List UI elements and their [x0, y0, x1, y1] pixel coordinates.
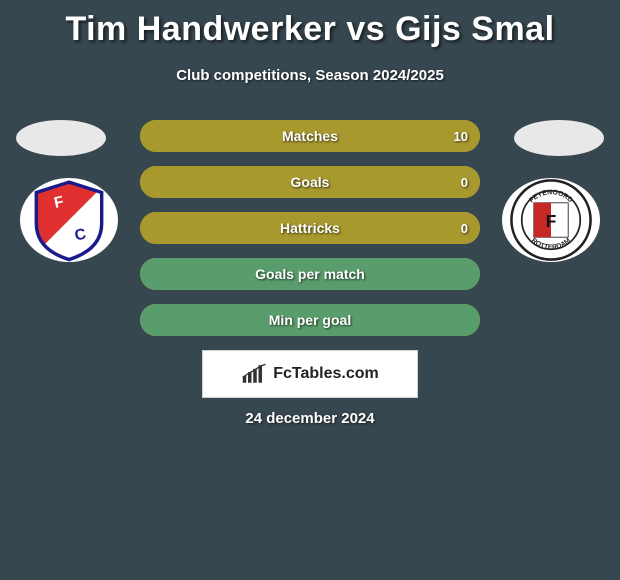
stat-bar: Min per goal [140, 304, 480, 336]
stat-row: Goals per match [0, 258, 620, 290]
stat-bar-fill [140, 120, 480, 152]
stat-bar-fill [140, 258, 480, 290]
page-title: Tim Handwerker vs Gijs Smal [0, 0, 620, 49]
date-line: 24 december 2024 [0, 410, 620, 427]
stat-bar-fill [140, 166, 480, 198]
bar-chart-icon [241, 363, 269, 385]
stat-row: Hattricks0 [0, 212, 620, 244]
stat-bar: Goals0 [140, 166, 480, 198]
stat-row: Matches10 [0, 120, 620, 152]
stat-bar: Matches10 [140, 120, 480, 152]
watermark: FcTables.com [202, 350, 418, 398]
stat-bar-fill [140, 304, 480, 336]
stat-bar: Goals per match [140, 258, 480, 290]
player-right-marker [514, 120, 604, 156]
subtitle: Club competitions, Season 2024/2025 [0, 67, 620, 84]
stat-row: Min per goal [0, 304, 620, 336]
watermark-text: FcTables.com [273, 365, 379, 383]
stat-bar: Hattricks0 [140, 212, 480, 244]
player-left-marker [16, 120, 106, 156]
stat-bar-fill [140, 212, 480, 244]
stat-row: Goals0 [0, 166, 620, 198]
